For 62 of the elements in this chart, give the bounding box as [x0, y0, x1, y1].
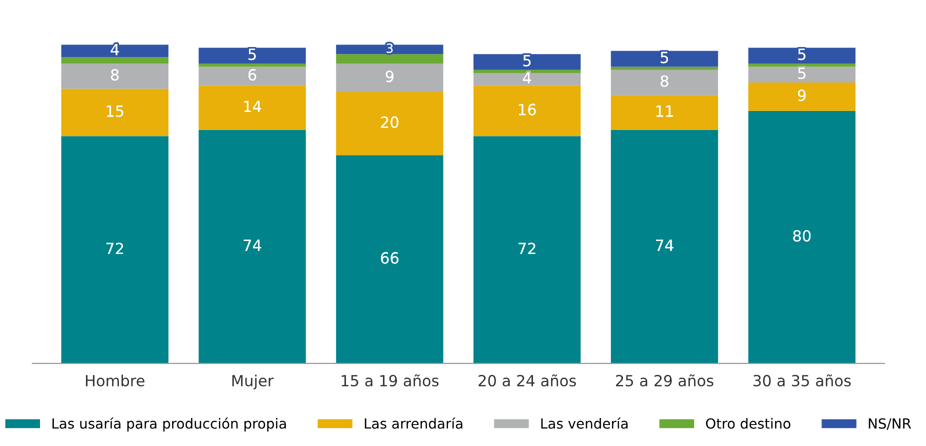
bar — [198, 48, 306, 64]
x-tick-label: Hombre — [86, 374, 144, 386]
data-label: 14 — [244, 100, 262, 112]
bar — [748, 82, 856, 111]
data-label: 5 — [248, 48, 256, 60]
legend-label: NS/NR — [868, 418, 912, 430]
data-label: 74 — [656, 240, 674, 251]
bar — [748, 110, 856, 364]
data-label: 4 — [522, 72, 532, 84]
data-label: 11 — [656, 106, 673, 117]
bar — [473, 54, 581, 70]
bar — [610, 70, 718, 96]
bar — [610, 66, 718, 70]
bar — [473, 86, 581, 136]
bar — [473, 73, 581, 86]
bar — [198, 66, 306, 86]
data-label: 66 — [381, 252, 398, 264]
legend-label: Las vendería — [541, 417, 628, 429]
data-label: 20 — [381, 116, 398, 128]
bar — [336, 155, 444, 364]
x-tick-label: 15 a 19 años — [342, 374, 439, 386]
data-label: 6 — [248, 69, 256, 81]
bar — [473, 70, 581, 74]
bar — [198, 86, 306, 130]
bar — [610, 130, 718, 364]
bar — [198, 64, 306, 67]
data-label: 8 — [111, 69, 119, 81]
data-label: 72 — [106, 242, 124, 254]
data-label: 5 — [798, 68, 806, 80]
data-label: 72 — [518, 242, 536, 254]
data-label: 5 — [798, 48, 806, 60]
bar — [61, 57, 168, 64]
legend-label: Otro destino — [706, 418, 790, 429]
bar — [336, 92, 444, 156]
data-label: 9 — [798, 90, 806, 102]
bar — [610, 50, 718, 67]
data-label: 8 — [660, 75, 668, 87]
x-tick-label: 20 a 24 años — [478, 374, 576, 386]
data-label: 9 — [386, 70, 394, 82]
bar — [610, 95, 718, 130]
bar — [61, 136, 168, 364]
bar — [748, 48, 856, 64]
data-label: 74 — [244, 240, 262, 251]
data-label: 5 — [523, 55, 531, 66]
legend-label: Las usaría para producción propia — [52, 417, 286, 432]
bar — [61, 64, 168, 89]
x-tick-label: 30 a 35 años — [753, 374, 851, 386]
bar — [748, 64, 856, 67]
bar — [473, 136, 581, 364]
bar — [61, 88, 168, 136]
x-tick-label: 25 a 29 años — [616, 374, 714, 386]
bar — [748, 66, 856, 82]
x-tick-label: Mujer — [232, 374, 274, 390]
bar — [336, 54, 444, 64]
bar — [336, 64, 444, 92]
data-label: 4 — [110, 44, 119, 56]
data-label: 16 — [519, 104, 536, 116]
data-label: 5 — [660, 52, 668, 64]
legend-label: Las arrendaría — [364, 417, 462, 429]
data-label: 15 — [106, 106, 124, 117]
data-label: 80 — [793, 230, 811, 242]
bar — [198, 130, 306, 364]
